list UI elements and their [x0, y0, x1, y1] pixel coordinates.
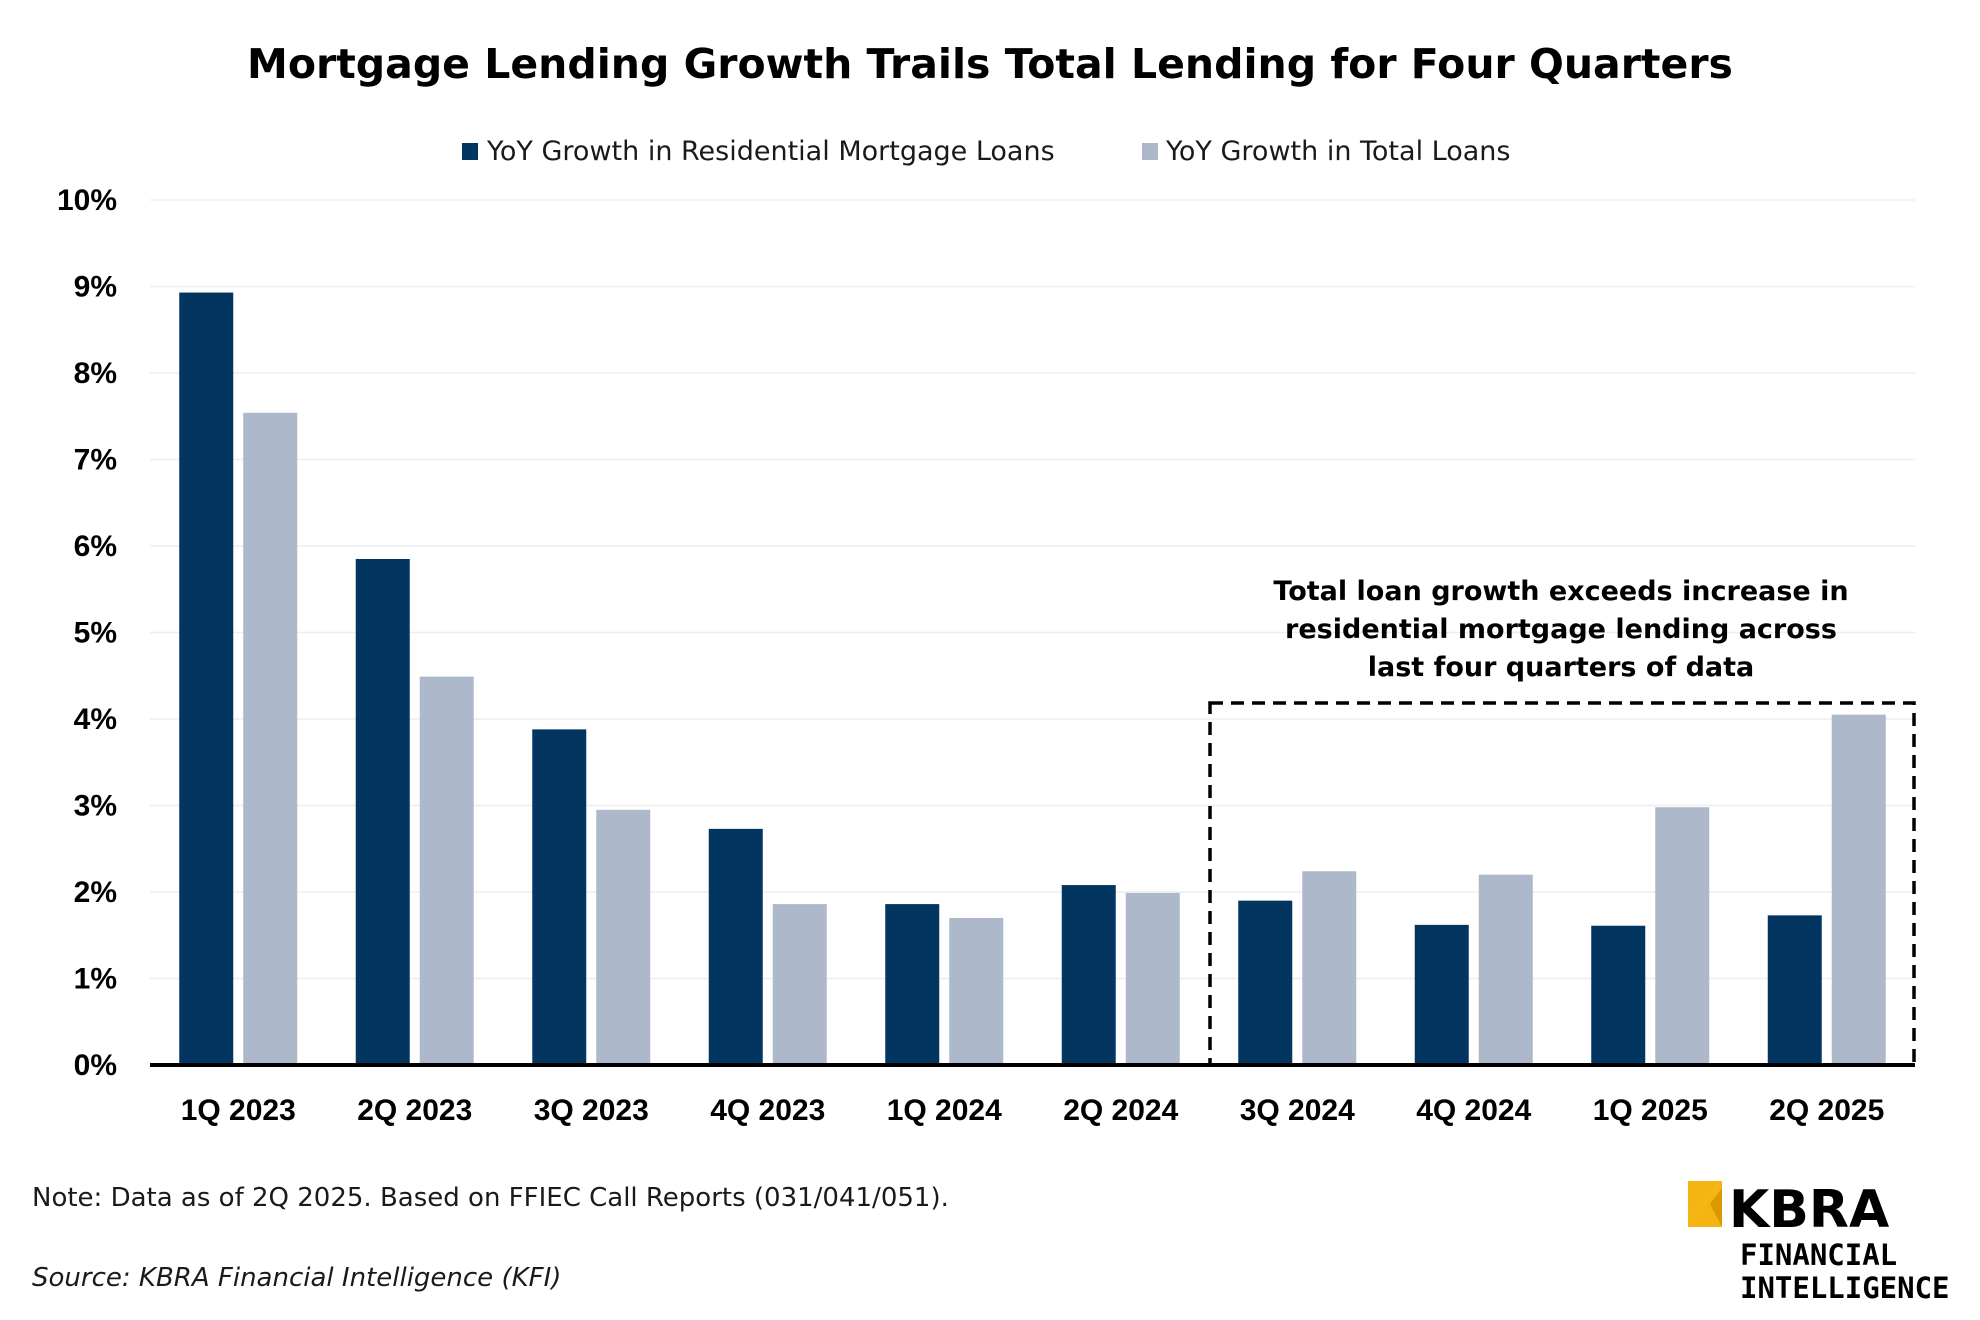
bar-mortgage-3q-2024 — [1238, 900, 1293, 1065]
bar-mortgage-2q-2025 — [1767, 915, 1822, 1065]
x-tick-label: 4Q 2023 — [710, 1094, 825, 1127]
highlight-box — [1208, 701, 1916, 1067]
bar-total-2q-2025 — [1831, 714, 1886, 1065]
annotation-line-2: residential mortgage lending across — [1285, 614, 1837, 645]
y-tick-label: 6% — [74, 530, 117, 563]
bar-total-3q-2024 — [1302, 871, 1357, 1065]
bar-total-1q-2023 — [243, 412, 298, 1065]
legend-label-total: YoY Growth in Total Loans — [1165, 136, 1510, 167]
y-tick-label: 8% — [74, 357, 117, 390]
legend-label-mortgage: YoY Growth in Residential Mortgage Loans — [486, 136, 1055, 167]
annotation-line-1: Total loan growth exceeds increase in — [1273, 576, 1848, 607]
bar-mortgage-2q-2023 — [355, 558, 410, 1065]
kbra-logo-intelligence: INTELLIGENCE — [1740, 1271, 1950, 1305]
bar-mortgage-1q-2025 — [1591, 925, 1646, 1065]
y-tick-label: 2% — [74, 876, 117, 909]
x-tick-label: 1Q 2023 — [181, 1094, 296, 1127]
footer-note: Note: Data as of 2Q 2025. Based on FFIEC… — [32, 1183, 949, 1213]
x-tick-label: 1Q 2025 — [1593, 1094, 1708, 1127]
y-axis-ticks: 0% 1% 2% 3% 4% 5% 6% 7% 8% 9% 10% — [57, 184, 117, 1082]
bar-total-2q-2023 — [419, 676, 474, 1065]
kbra-logo-financial: FINANCIAL — [1740, 1238, 1897, 1272]
legend: YoY Growth in Residential Mortgage Loans… — [462, 136, 1510, 167]
legend-swatch-mortgage — [462, 143, 478, 160]
footer-source: Source: KBRA Financial Intelligence (KFI… — [32, 1263, 561, 1293]
bar-total-1q-2025 — [1655, 807, 1710, 1065]
x-tick-label: 2Q 2023 — [357, 1094, 472, 1127]
x-tick-label: 3Q 2024 — [1240, 1094, 1355, 1127]
bar-mortgage-4q-2024 — [1414, 924, 1469, 1065]
y-tick-label: 4% — [74, 703, 117, 736]
kbra-logo-text: KBRA — [1729, 1180, 1889, 1240]
chart-title: Mortgage Lending Growth Trails Total Len… — [247, 40, 1733, 88]
y-tick-label: 0% — [74, 1049, 117, 1082]
bar-mortgage-1q-2023 — [179, 292, 234, 1065]
bar-mortgage-2q-2024 — [1061, 885, 1116, 1065]
kbra-logo: KBRA FINANCIAL INTELLIGENCE — [1688, 1180, 1950, 1305]
annotation-line-3: last four quarters of data — [1368, 652, 1755, 683]
y-tick-label: 9% — [74, 271, 117, 304]
bar-mortgage-3q-2023 — [532, 729, 587, 1065]
x-tick-label: 2Q 2025 — [1769, 1094, 1884, 1127]
y-tick-label: 3% — [74, 790, 117, 823]
bar-total-4q-2024 — [1478, 874, 1533, 1065]
y-tick-label: 10% — [57, 184, 117, 217]
bar-total-3q-2023 — [596, 809, 651, 1065]
bar-total-2q-2024 — [1125, 892, 1180, 1065]
legend-swatch-total — [1142, 143, 1158, 160]
x-tick-label: 2Q 2024 — [1063, 1094, 1178, 1127]
x-tick-label: 4Q 2024 — [1416, 1094, 1531, 1127]
bar-mortgage-1q-2024 — [885, 904, 940, 1065]
x-tick-label: 1Q 2024 — [887, 1094, 1002, 1127]
y-tick-label: 5% — [74, 617, 117, 650]
annotation: Total loan growth exceeds increase in re… — [1273, 576, 1848, 683]
kbra-logo-mark — [1688, 1181, 1722, 1227]
x-axis-ticks: 1Q 2023 2Q 2023 3Q 2023 4Q 2023 1Q 2024 2Q 20… — [181, 1094, 1885, 1127]
y-tick-label: 7% — [74, 444, 117, 477]
y-tick-label: 1% — [74, 963, 117, 996]
bar-total-4q-2023 — [772, 904, 827, 1065]
bars — [179, 292, 1886, 1065]
bar-total-1q-2024 — [949, 917, 1004, 1065]
bar-mortgage-4q-2023 — [708, 828, 763, 1065]
x-tick-label: 3Q 2023 — [534, 1094, 649, 1127]
